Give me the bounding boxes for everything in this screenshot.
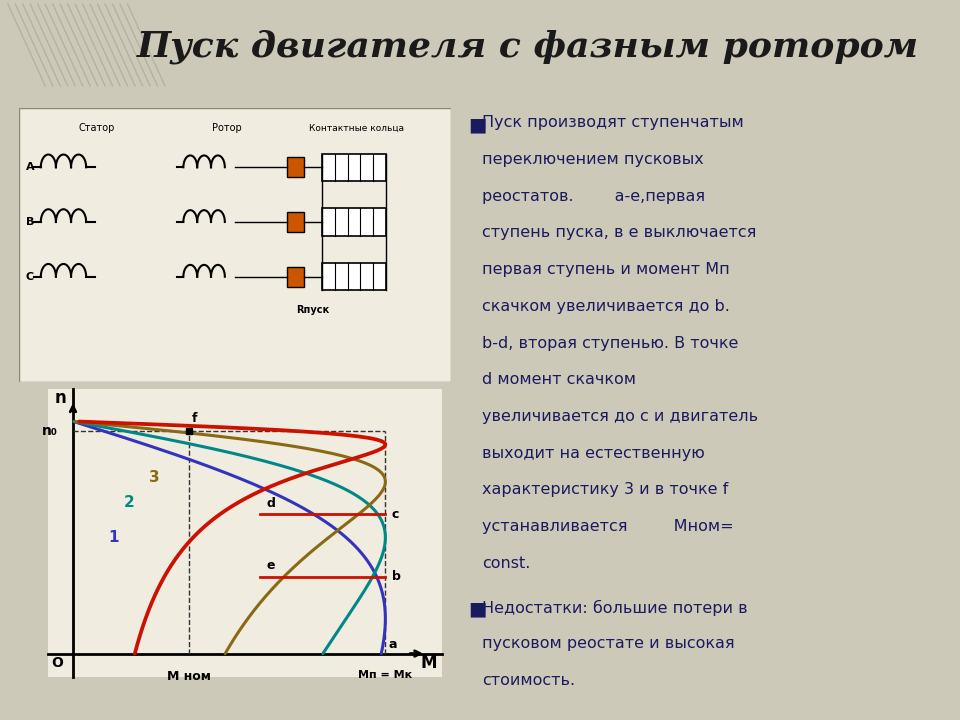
Text: a: a: [389, 638, 397, 652]
Text: переключением пусковых: переключением пусковых: [482, 152, 704, 167]
Text: n: n: [55, 389, 66, 407]
Bar: [287, 212, 304, 232]
Text: n₀: n₀: [41, 423, 58, 438]
Bar: [322, 153, 387, 181]
Text: выходит на естественную: выходит на естественную: [482, 446, 705, 461]
Text: d: d: [267, 497, 276, 510]
Bar: [322, 208, 387, 235]
Text: b-d, вторая ступенью. В точке: b-d, вторая ступенью. В точке: [482, 336, 738, 351]
Text: ступень пуска, в е выключается: ступень пуска, в е выключается: [482, 225, 756, 240]
Text: f: f: [192, 412, 197, 425]
Text: М: М: [420, 654, 438, 672]
Text: Мп = Мк: Мп = Мк: [358, 670, 413, 680]
Text: e: e: [267, 559, 276, 572]
Text: A: A: [26, 162, 35, 172]
Text: характеристику 3 и в точке f: характеристику 3 и в точке f: [482, 482, 729, 498]
Text: М ном: М ном: [167, 670, 210, 683]
Text: c: c: [392, 508, 399, 521]
Text: реостатов.        а-е,первая: реостатов. а-е,первая: [482, 189, 705, 204]
Text: const.: const.: [482, 556, 530, 571]
Text: 3: 3: [149, 469, 159, 485]
Text: ■: ■: [468, 115, 487, 134]
Bar: [322, 263, 387, 290]
Bar: [287, 157, 304, 177]
Text: Rпуск: Rпуск: [297, 305, 329, 315]
Text: d момент скачком: d момент скачком: [482, 372, 636, 387]
Text: C: C: [26, 271, 34, 282]
Text: Статор: Статор: [79, 123, 115, 132]
Text: скачком увеличивается до b.: скачком увеличивается до b.: [482, 299, 730, 314]
Text: Ротор: Ротор: [212, 123, 241, 132]
Text: стоимость.: стоимость.: [482, 673, 575, 688]
Text: пусковом реостате и высокая: пусковом реостате и высокая: [482, 636, 734, 652]
Text: B: B: [26, 217, 34, 227]
Text: Пуск двигателя с фазным ротором: Пуск двигателя с фазным ротором: [137, 30, 919, 64]
Text: 1: 1: [108, 530, 119, 545]
Text: первая ступень и момент Мп: первая ступень и момент Мп: [482, 262, 730, 277]
Text: устанавливается         Мном=: устанавливается Мном=: [482, 519, 733, 534]
Text: увеличивается до c и двигатель: увеличивается до c и двигатель: [482, 409, 758, 424]
Text: Недостатки: большие потери в: Недостатки: большие потери в: [482, 600, 748, 616]
Text: O: O: [52, 656, 63, 670]
Text: 2: 2: [124, 495, 134, 510]
Text: b: b: [392, 570, 400, 583]
Text: ■: ■: [468, 600, 487, 618]
Bar: [287, 266, 304, 287]
Text: Пуск производят ступенчатым: Пуск производят ступенчатым: [482, 115, 744, 130]
Text: Контактные кольца: Контактные кольца: [309, 124, 403, 132]
